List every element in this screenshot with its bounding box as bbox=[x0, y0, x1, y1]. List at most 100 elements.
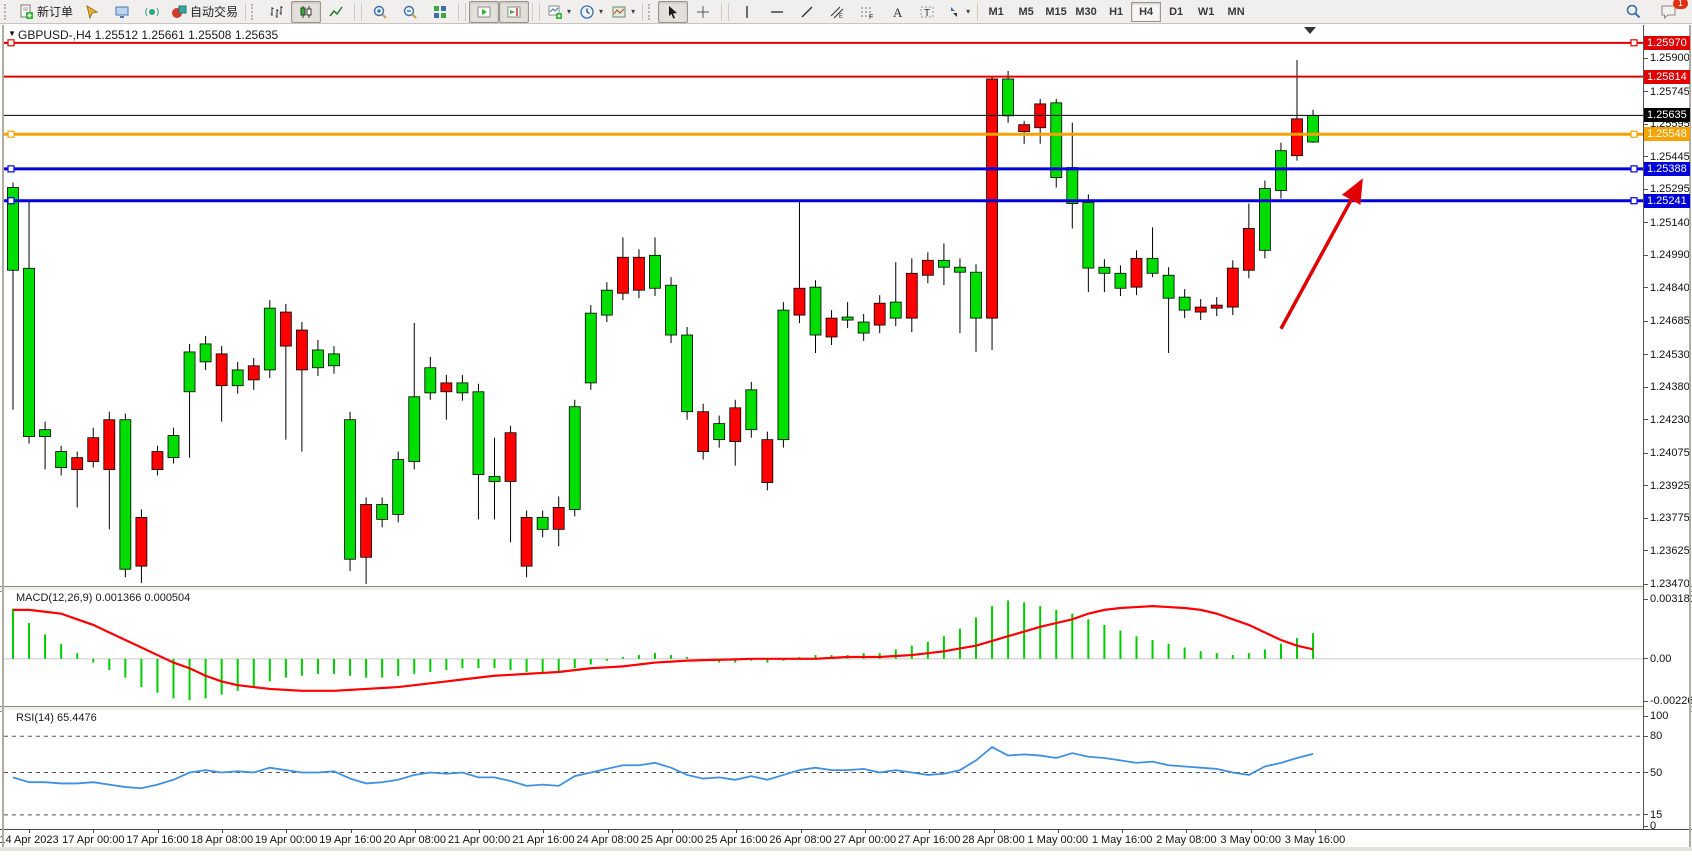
auto-scroll-icon bbox=[476, 4, 492, 20]
time-tick bbox=[1122, 830, 1124, 833]
templates-icon bbox=[611, 4, 627, 20]
macd-chart[interactable] bbox=[4, 590, 1643, 706]
fibonacci-button[interactable]: F bbox=[852, 1, 882, 23]
rsi-panel[interactable]: RSI(14) 65.4476 bbox=[4, 710, 1643, 829]
crosshair-icon bbox=[695, 4, 711, 20]
price-tick-label: 1.25900 bbox=[1644, 52, 1690, 64]
search-button[interactable] bbox=[1618, 1, 1648, 23]
tile-windows-icon bbox=[432, 4, 448, 20]
text-button[interactable]: A bbox=[882, 1, 912, 23]
trendline-button[interactable] bbox=[792, 1, 822, 23]
zoom-out-button[interactable] bbox=[395, 1, 425, 23]
new-chart-icon bbox=[547, 4, 563, 20]
bar-chart-button[interactable] bbox=[261, 1, 291, 23]
new-order-label: 新订单 bbox=[37, 5, 74, 19]
trendline-icon bbox=[799, 4, 815, 20]
toolbar: 新订单 自动交易 ▾ ▾ ▾ E F A T ▾ M1 M5 M15 M30 H1 H4 D1 W1 MN 1 bbox=[0, 0, 1692, 24]
price-tick-label: 1.24685 bbox=[1644, 315, 1690, 327]
price-tick-label: 1.23925 bbox=[1644, 480, 1690, 492]
autotrading-icon bbox=[171, 4, 187, 20]
tile-windows-button[interactable] bbox=[425, 1, 455, 23]
timeframe-m15-button[interactable]: M15 bbox=[1045, 5, 1067, 18]
price-chart-panel[interactable]: ▼ GBPUSD-,H4 1.25512 1.25661 1.25508 1.2… bbox=[4, 25, 1643, 587]
chart-cursor-icon bbox=[84, 4, 100, 20]
timeframe-m5-button[interactable]: M5 bbox=[1018, 5, 1034, 18]
equidistant-channel-button[interactable]: E bbox=[822, 1, 852, 23]
cursor-arrow-button[interactable] bbox=[658, 0, 689, 23]
timeframe-h1-button[interactable]: H1 bbox=[1109, 5, 1124, 18]
autotrading-button[interactable]: 自动交易 bbox=[167, 1, 242, 23]
chart-cursor-button[interactable] bbox=[77, 1, 107, 23]
macd-signal-line bbox=[13, 605, 1314, 692]
crosshair-button[interactable] bbox=[688, 1, 718, 23]
dropdown-caret-icon[interactable]: ▾ bbox=[631, 7, 636, 16]
price-tick-label: 1.25295 bbox=[1644, 183, 1690, 195]
terminal-button[interactable] bbox=[107, 1, 137, 23]
toolbar-separator bbox=[245, 2, 247, 21]
dropdown-caret-icon[interactable]: ▾ bbox=[567, 7, 572, 16]
time-tick bbox=[993, 830, 995, 833]
periods-icon bbox=[579, 4, 595, 20]
line-chart-button[interactable] bbox=[321, 1, 351, 23]
time-tick bbox=[414, 830, 416, 833]
price-axis[interactable]: 1.25900 1.25745 1.25595 1.25445 1.25295 1.251… bbox=[1643, 25, 1692, 832]
text-label-button[interactable]: T bbox=[912, 1, 942, 23]
toolbar-grip bbox=[4, 3, 11, 20]
terminal-icon bbox=[114, 4, 130, 20]
timeframe-d1-button[interactable]: D1 bbox=[1169, 5, 1184, 18]
time-label: 18 Apr 08:00 bbox=[190, 834, 254, 846]
macd-panel[interactable]: MACD(12,26,9) 0.001366 0.000504 bbox=[4, 590, 1643, 706]
time-label: 1 May 16:00 bbox=[1091, 834, 1153, 846]
horizontal-line-button[interactable] bbox=[762, 1, 792, 23]
toolbar-grip bbox=[648, 3, 655, 20]
toolbar-right: 1 bbox=[1618, 0, 1688, 23]
arrows-button[interactable]: ▾ bbox=[942, 1, 974, 23]
timeframe-h4-button[interactable]: H4 bbox=[1131, 1, 1162, 22]
bar-chart-icon bbox=[268, 4, 284, 20]
toolbar-separator bbox=[977, 2, 979, 21]
time-tick bbox=[864, 830, 866, 833]
toolbar-separator bbox=[721, 2, 723, 21]
price-badge-1.25241: 1.25241 bbox=[1644, 193, 1690, 208]
price-badge-1.25388: 1.25388 bbox=[1644, 161, 1690, 176]
dropdown-caret-icon[interactable]: ▾ bbox=[966, 7, 971, 16]
price-badge-1.25548: 1.25548 bbox=[1644, 127, 1690, 142]
dropdown-caret-icon[interactable]: ▾ bbox=[599, 7, 604, 16]
notifications-button[interactable]: 1 bbox=[1654, 0, 1688, 23]
chart-title: GBPUSD-,H4 1.25512 1.25661 1.25508 1.256… bbox=[18, 28, 279, 42]
templates-button[interactable]: ▾ bbox=[607, 1, 639, 23]
price-tick-label: 1.25445 bbox=[1644, 151, 1690, 163]
auto-scroll-button[interactable] bbox=[469, 0, 500, 23]
rsi-axis-label: 80 bbox=[1644, 730, 1662, 742]
timeframe-w1-button[interactable]: W1 bbox=[1197, 5, 1215, 18]
time-axis[interactable]: 14 Apr 2023 17 Apr 00:00 17 Apr 16:00 18 Ap… bbox=[0, 829, 1692, 850]
line-chart-icon bbox=[328, 4, 344, 20]
candlestick-button[interactable] bbox=[291, 0, 322, 23]
new-order-button[interactable]: 新订单 bbox=[14, 1, 77, 23]
rsi-chart[interactable] bbox=[4, 710, 1643, 829]
time-label: 17 Apr 16:00 bbox=[126, 834, 189, 846]
signals-icon bbox=[144, 4, 160, 20]
zoom-in-button[interactable] bbox=[365, 1, 395, 23]
timeframe-mn-button[interactable]: MN bbox=[1227, 5, 1245, 18]
timeframe-m1-button[interactable]: M1 bbox=[988, 5, 1004, 18]
new-chart-button[interactable]: ▾ bbox=[543, 1, 575, 23]
toolbar-separator bbox=[354, 2, 356, 21]
time-tick bbox=[157, 830, 159, 833]
periods-button[interactable]: ▾ bbox=[575, 1, 607, 23]
time-label: 17 Apr 00:00 bbox=[62, 834, 125, 846]
macd-axis-label: 0.003181 bbox=[1644, 593, 1692, 605]
rsi-axis-label: 15 bbox=[1644, 809, 1662, 821]
chart-shift-button[interactable] bbox=[499, 0, 530, 23]
chart-menu-caret-icon[interactable]: ▼ bbox=[8, 29, 16, 38]
cursor-arrow-icon bbox=[665, 4, 681, 20]
chart-window[interactable]: ▼ GBPUSD-,H4 1.25512 1.25661 1.25508 1.2… bbox=[0, 25, 1692, 851]
time-tick bbox=[1057, 830, 1059, 833]
vertical-line-button[interactable] bbox=[732, 1, 762, 23]
zoom-in-icon bbox=[372, 4, 388, 20]
price-tick-label: 1.24840 bbox=[1644, 282, 1690, 294]
candlestick-chart[interactable] bbox=[4, 25, 1643, 587]
new-order-icon bbox=[18, 4, 34, 20]
signals-button[interactable] bbox=[137, 1, 167, 23]
timeframe-m30-button[interactable]: M30 bbox=[1075, 5, 1097, 18]
